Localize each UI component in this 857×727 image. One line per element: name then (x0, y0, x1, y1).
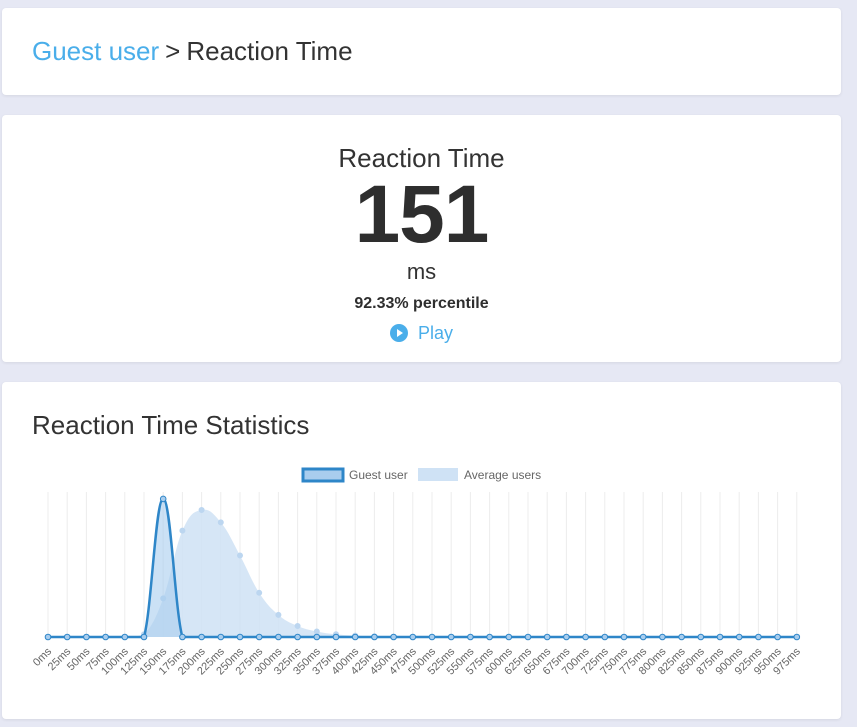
play-button[interactable]: Play (389, 322, 453, 344)
average-users-point-350ms (313, 628, 320, 635)
guest-user-point-925ms (755, 633, 762, 641)
guest-user-point-25ms (63, 633, 71, 641)
guest-user-point-975ms (793, 633, 801, 641)
stats-title: Reaction Time Statistics (32, 410, 310, 440)
guest-user-point-450ms (390, 633, 397, 641)
breadcrumb-card: Guest user > Reaction Time (2, 8, 841, 95)
guest-user-point-625ms (524, 633, 532, 641)
guest-user-point-775ms (639, 633, 647, 641)
guest-user-point-100ms (121, 633, 129, 641)
guest-user-point-650ms (543, 633, 551, 641)
guest-user-point-750ms (620, 633, 628, 641)
guest-user-point-275ms (255, 633, 263, 641)
guest-user-point-200ms (198, 633, 205, 641)
guest-user-point-550ms (467, 633, 474, 641)
guest-user-point-700ms (582, 633, 589, 641)
guest-user-point-950ms (774, 633, 781, 641)
guest-user-point-600ms (505, 633, 513, 641)
result-card: Reaction Time 151 ms 92.33% percentile P… (2, 115, 841, 362)
average-users-point-300ms (275, 611, 282, 618)
guest-user-point-475ms (409, 633, 417, 641)
play-label: Play (417, 323, 453, 343)
breadcrumb: Guest user > Reaction Time (32, 36, 353, 66)
guest-user-point-900ms (735, 633, 743, 641)
average-users-point-250ms (237, 552, 243, 559)
legend-label-guest-user: Guest user (349, 468, 408, 482)
guest-user-point-225ms (217, 633, 225, 641)
guest-user-point-675ms (563, 633, 570, 641)
guest-user-point-50ms (83, 633, 90, 641)
guest-user-point-175ms (179, 633, 186, 641)
guest-user-point-425ms (371, 633, 378, 641)
guest-user-point-575ms (486, 633, 493, 641)
average-users-point-200ms (198, 506, 205, 513)
guest-user-point-300ms (275, 633, 282, 641)
average-users-area (48, 509, 797, 637)
result-unit: ms (406, 259, 437, 284)
stats-card: Reaction Time Statistics 0ms 25ms 50ms 75ms… (2, 382, 841, 719)
play-circle-icon (389, 324, 408, 342)
guest-user-point-800ms (659, 633, 666, 641)
guest-user-point-850ms (697, 633, 705, 641)
reaction-time-chart: 0ms25ms50ms75ms100ms125ms150ms175ms200ms… (31, 467, 803, 677)
breadcrumb-parent-link[interactable]: Guest user (32, 36, 160, 66)
guest-user-point-525ms (447, 633, 455, 641)
result-percentile: 92.33% percentile (354, 295, 489, 312)
guest-user-point-400ms (351, 633, 359, 641)
legend-swatch-guest-user (301, 467, 345, 483)
result-value: 151 (354, 169, 490, 260)
breadcrumb-separator: > (165, 36, 181, 66)
guest-user-point-75ms (102, 633, 109, 641)
average-users-point-175ms (179, 527, 186, 534)
legend-swatch-average-users (418, 468, 458, 481)
average-users-point-325ms (294, 622, 301, 629)
guest-user-point-150ms (159, 495, 167, 503)
guest-user-point-375ms (332, 633, 340, 641)
guest-user-point-500ms (428, 633, 436, 641)
guest-user-point-725ms (601, 633, 609, 641)
guest-user-point-825ms (678, 633, 685, 641)
guest-user-point-0ms (44, 633, 52, 641)
guest-user-area (48, 498, 797, 637)
guest-user-point-250ms (236, 633, 244, 641)
guest-user-point-125ms (140, 633, 148, 641)
average-users-point-275ms (256, 589, 263, 596)
guest-user-point-350ms (313, 633, 321, 641)
guest-user-point-325ms (294, 633, 301, 641)
legend-label-average-users: Average users (464, 468, 541, 482)
average-users-point-225ms (217, 519, 224, 526)
result-title: Reaction Time (338, 143, 505, 173)
breadcrumb-current: Reaction Time (186, 36, 353, 66)
guest-user-point-875ms (716, 633, 724, 641)
